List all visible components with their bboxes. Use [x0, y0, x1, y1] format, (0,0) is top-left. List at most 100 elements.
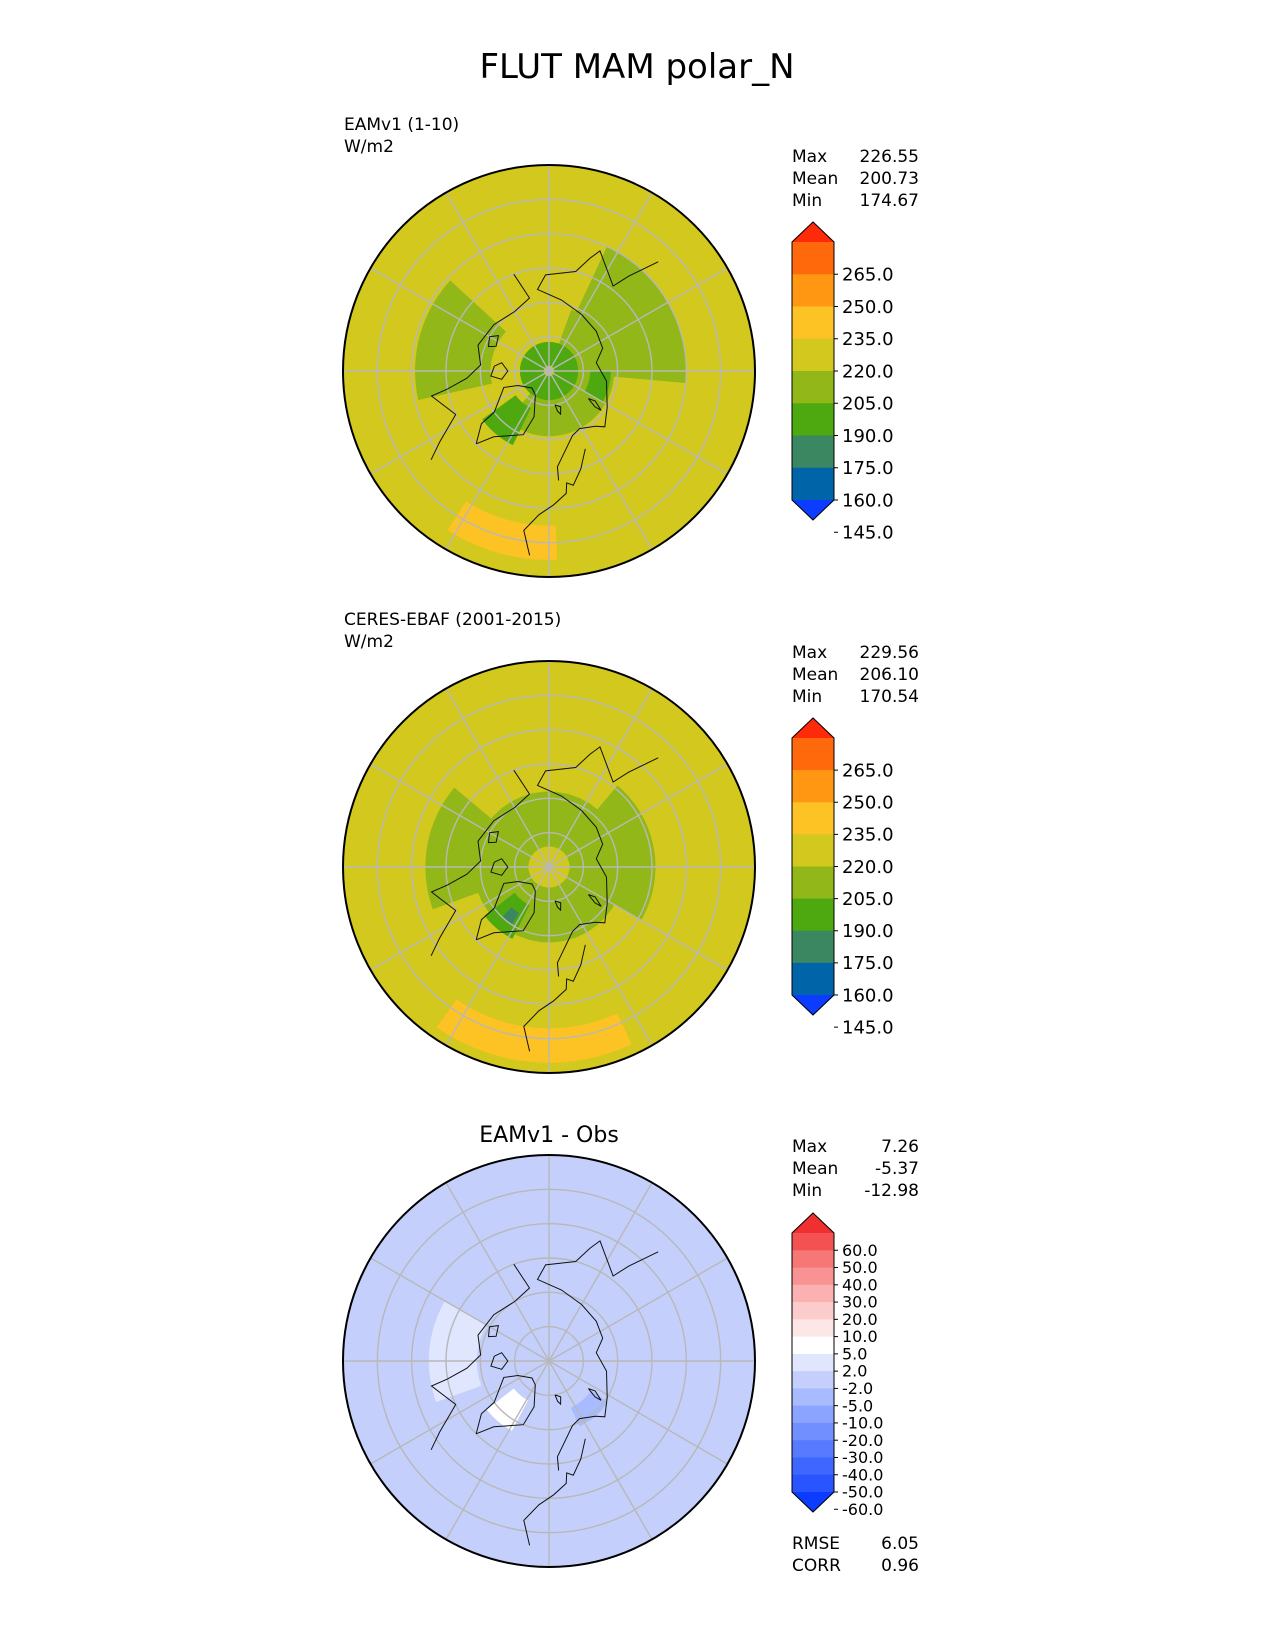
- stat-value: 170.54: [860, 687, 919, 707]
- colorbar-tick-label: 145.0: [842, 1017, 894, 1038]
- colorbar-segment: [792, 1371, 834, 1389]
- coastline: [487, 335, 500, 348]
- meridian-line: [370, 1257, 550, 1362]
- region-Kara-sea: [584, 371, 611, 402]
- colorbar-segment: [792, 1284, 834, 1303]
- panel-diff-title: EAMv1 - Obs: [479, 1123, 619, 1148]
- coastline: [536, 1240, 659, 1471]
- meridian-line: [548, 866, 728, 971]
- colorbar-tick-label: -50.0: [842, 1483, 883, 1502]
- colorbar-tick-label: -2.0: [842, 1379, 873, 1398]
- colorbar-tick-label: 10.0: [842, 1327, 878, 1346]
- coastline: [430, 769, 531, 957]
- colorbar-tick-label: 175.0: [842, 953, 894, 974]
- coastline: [475, 1374, 536, 1435]
- colorbar-segment: [792, 1319, 834, 1338]
- meridian-line: [548, 1360, 653, 1540]
- region-Greenland-positive: [486, 1388, 528, 1431]
- colorbar-segment: [792, 403, 834, 436]
- coastline: [475, 880, 536, 941]
- panel-diff-map: [342, 1154, 756, 1568]
- coastline: [588, 1388, 602, 1401]
- coastline: [430, 1263, 531, 1451]
- coastline: [554, 1394, 562, 1406]
- region-Pacific-light: [430, 1208, 529, 1284]
- panel-obs-map: [342, 660, 756, 1074]
- colorbar-segment: [792, 1422, 834, 1441]
- meridian-line: [548, 267, 728, 372]
- coastline: [490, 858, 509, 876]
- colorbar-tick-label: 220.0: [842, 857, 894, 878]
- meridian-line: [548, 370, 653, 550]
- colorbar-tick-label: 265.0: [842, 760, 894, 781]
- stat-value: 206.10: [860, 665, 919, 685]
- coastline: [536, 250, 659, 481]
- panel-model-units: W/m2: [344, 137, 394, 157]
- colorbar-segment: [792, 371, 834, 404]
- colorbar-tick-label: 5.0: [842, 1344, 867, 1363]
- colorbar-extend-max: [792, 718, 834, 738]
- colorbar-segment: [792, 1457, 834, 1476]
- panel-obs-stats: Max 229.56 Mean 206.10 Min 170.54: [792, 643, 919, 707]
- panel-model: EAMv1 (1-10) W/m2 Max 226.55 Mean 200.73 Min…: [342, 115, 919, 578]
- colorbar-tick-label: -60.0: [842, 1500, 883, 1519]
- colorbar-extend-min: [792, 500, 834, 520]
- stat-label: Max: [792, 1137, 827, 1157]
- stat-value: 200.73: [860, 169, 919, 189]
- stat-value: -5.37: [875, 1159, 919, 1179]
- region-Canada: [425, 787, 497, 910]
- stat-value: -12.98: [864, 1181, 919, 1201]
- stat-value: 229.56: [860, 643, 919, 663]
- region-Canada-band: [415, 280, 506, 400]
- colorbar-tick-label: -5.0: [842, 1396, 873, 1415]
- meridian-line: [445, 192, 550, 372]
- coastline: [523, 448, 586, 556]
- colorbar-segment: [792, 1250, 834, 1269]
- colorbar-segment: [792, 1233, 834, 1251]
- graticule: [343, 1155, 755, 1567]
- stat-label: Min: [792, 687, 822, 707]
- coastline: [475, 384, 536, 445]
- colorbar-tick-label: 20.0: [842, 1310, 878, 1329]
- colorbar-segment: [792, 866, 834, 900]
- coastline: [430, 273, 531, 461]
- colorbar-segment: [792, 1353, 834, 1372]
- colorbar-tick-label: 60.0: [842, 1241, 878, 1260]
- colorbar-tick-label: -30.0: [842, 1448, 883, 1467]
- coastline: [487, 1325, 500, 1338]
- colorbar-tick-label: 30.0: [842, 1293, 878, 1312]
- coastline: [554, 404, 562, 416]
- panel-model-label: EAMv1 (1-10): [344, 115, 459, 135]
- coastline: [554, 900, 562, 912]
- region-Atlantic-light: [440, 1468, 549, 1530]
- map-outline: [342, 1154, 756, 1568]
- stat-label: Max: [792, 643, 827, 663]
- stat-value: 174.67: [860, 191, 919, 211]
- colorbar-tick-label: 235.0: [842, 329, 894, 350]
- colorbar-segment: [792, 962, 834, 996]
- colorbar-tick-label: 175.0: [842, 458, 894, 479]
- coastline: [523, 1438, 586, 1546]
- colorbar-segment: [792, 1388, 834, 1407]
- colorbar-tick-label: -20.0: [842, 1431, 883, 1450]
- colorbar-tick-label: -10.0: [842, 1414, 883, 1433]
- meridian-line: [548, 763, 728, 868]
- figure-title: FLUT MAM polar_N: [479, 47, 794, 87]
- meridian-line: [548, 1360, 728, 1465]
- meridian-line: [548, 370, 728, 475]
- colorbar-tick-label: 205.0: [842, 394, 894, 415]
- colorbar-extend-max: [792, 1213, 834, 1233]
- coastline: [523, 944, 586, 1052]
- colorbar-segment: [792, 802, 834, 835]
- panel-obs-colorbar: 265.0 250.0 235.0 220.0 205.0 190.0 175.0 160.0…: [791, 717, 894, 1038]
- meridian-line: [548, 866, 653, 1046]
- coastline: [490, 362, 509, 380]
- stat-label: Max: [792, 147, 827, 167]
- meridian-line: [370, 1360, 550, 1465]
- stat-label: Mean: [792, 169, 838, 189]
- colorbar-tick-label: 50.0: [842, 1258, 878, 1277]
- colorbar-tick-label: 220.0: [842, 361, 894, 382]
- colorbar-tick-label: 265.0: [842, 265, 894, 286]
- colorbar-tick-label: 145.0: [842, 523, 894, 544]
- footer-stat-label: CORR: [792, 1556, 841, 1576]
